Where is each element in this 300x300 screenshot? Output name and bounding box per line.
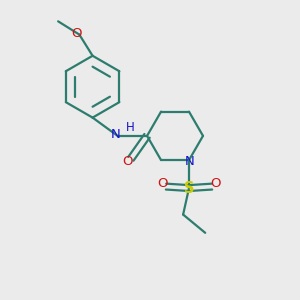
Text: H: H [126, 121, 134, 134]
Text: N: N [110, 128, 120, 142]
Text: N: N [185, 155, 195, 168]
Text: S: S [184, 181, 194, 196]
Text: O: O [157, 177, 168, 190]
Text: O: O [123, 155, 133, 168]
Text: O: O [210, 177, 221, 190]
Text: O: O [72, 27, 82, 40]
